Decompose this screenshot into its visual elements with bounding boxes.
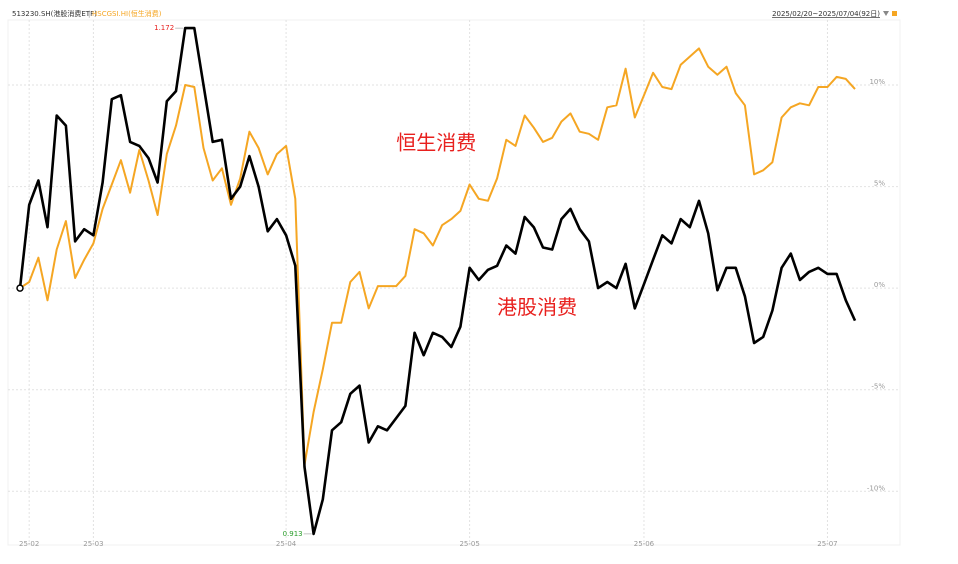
x-tick-label: 25-06	[634, 540, 655, 548]
y-tick-label: 10%	[869, 78, 885, 86]
date-range[interactable]: 2025/02/20~2025/07/04(92日)	[772, 10, 880, 18]
annotation: 恒生消费	[396, 130, 476, 154]
annotation: 1.172	[154, 24, 174, 32]
settings-icon[interactable]	[892, 11, 897, 16]
annotation: 0.913	[283, 530, 303, 538]
y-tick-label: 0%	[874, 281, 885, 289]
y-tick-label: -5%	[871, 383, 885, 391]
series-0-name: 513230.SH(港股消费ETF)	[12, 9, 97, 18]
series-line	[18, 26, 857, 536]
x-tick-label: 25-02	[19, 540, 39, 548]
series-1-name: HSCGSI.HI(恒生消费)	[92, 9, 162, 18]
x-tick-label: 25-07	[817, 540, 837, 548]
y-tick-label: -10%	[867, 484, 885, 492]
dropdown-icon[interactable]	[883, 11, 889, 16]
annotation: 港股消费	[497, 295, 577, 319]
x-tick-label: 25-04	[276, 540, 297, 548]
plot-frame	[7, 19, 901, 546]
x-tick-label: 25-03	[83, 540, 103, 548]
x-tick-label: 25-05	[459, 540, 479, 548]
y-tick-label: 5%	[874, 180, 885, 188]
header-separator: |	[88, 10, 90, 18]
start-marker	[16, 284, 24, 292]
series-line	[19, 47, 856, 466]
